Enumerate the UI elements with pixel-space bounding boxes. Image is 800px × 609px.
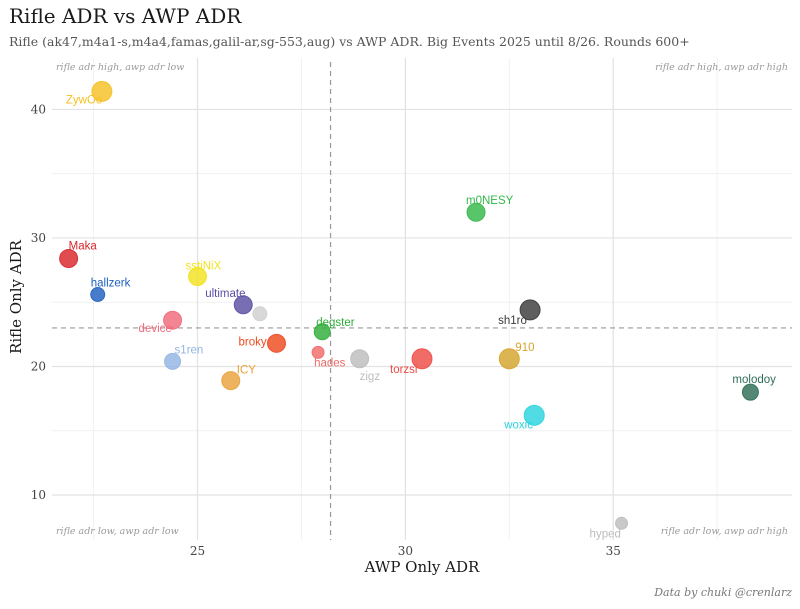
reference-lines (52, 62, 792, 540)
data-point-molodoy (741, 383, 759, 401)
chart-title: Rifle ADR vs AWP ADR (9, 4, 242, 28)
data-point-910 (498, 348, 520, 370)
data-point-device (163, 310, 183, 330)
data-point-woxic (523, 404, 545, 426)
x-tick-label: 35 (606, 544, 621, 558)
point-label: degster (316, 317, 355, 329)
point-label: hallzerk (91, 278, 131, 290)
x-tick-label: 25 (190, 544, 205, 558)
data-point-torzsi (411, 348, 433, 370)
point-label: device (139, 323, 172, 335)
point-label: molodoy (732, 374, 776, 386)
point-label: sstiNiX (186, 261, 222, 273)
data-point-zigz (350, 349, 370, 369)
point-label: hades (314, 357, 346, 369)
point-label: broky (238, 336, 266, 348)
corner-top-left: rifle adr high, awp adr low (56, 62, 184, 73)
corner-top-right: rifle adr high, awp adr high (655, 62, 788, 73)
point-label: 910 (515, 342, 534, 354)
point-label: torzsi (390, 364, 417, 376)
data-credit: Data by chuki @crenlarz (654, 586, 792, 599)
data-point-hades (311, 345, 325, 359)
point-label: sh1ro (498, 315, 527, 327)
point-label: m0NESY (466, 195, 514, 207)
corner-bottom-left: rifle adr low, awp adr low (56, 526, 179, 537)
point-label: hyped (590, 528, 621, 540)
chart-subtitle: Rifle (ak47,m4a1-s,m4a4,famas,galil-ar,s… (9, 34, 690, 49)
data-point-icy (221, 371, 241, 391)
data-point-degster (313, 323, 331, 341)
x-axis-title: AWP Only ADR (364, 558, 480, 576)
point-label: zigz (360, 371, 381, 383)
axis-ticks: 25 30 35 10 20 30 40 (31, 102, 621, 558)
data-point-broky (266, 333, 286, 353)
data-point-m0nesy (466, 202, 486, 222)
data-point-sh1ro (519, 299, 541, 321)
data-point-s1ren (164, 352, 182, 370)
data-point-zywoo (91, 80, 113, 102)
data-point-hallzerk (90, 287, 106, 303)
point-labels: ZywOo Maka hallzerk sstiNiX ultimate device br… (66, 94, 776, 540)
point-label: ultimate (205, 288, 245, 300)
corner-annotations: rifle adr high, awp adr low rifle adr hi… (56, 62, 788, 537)
data-point-maka (59, 249, 79, 269)
data-point-unlabeled (252, 306, 268, 322)
point-label: woxic (503, 419, 533, 431)
y-tick-label: 20 (31, 359, 46, 373)
y-tick-label: 40 (31, 102, 46, 116)
point-label: s1ren (175, 344, 204, 356)
point-label: Maka (69, 241, 98, 253)
data-point-hyped (615, 516, 629, 530)
y-tick-label: 30 (31, 231, 46, 245)
data-point-ultimate (233, 295, 253, 315)
point-label: ICY (237, 365, 257, 377)
data-point-sstinix (188, 267, 208, 287)
y-axis-title: Rifle Only ADR (7, 239, 25, 354)
gridlines (52, 58, 792, 540)
y-tick-label: 10 (31, 488, 46, 502)
point-label: ZywOo (66, 94, 102, 106)
corner-bottom-right: rifle adr low, awp adr high (661, 526, 788, 537)
data-points (59, 80, 759, 530)
x-tick-label: 30 (398, 544, 413, 558)
